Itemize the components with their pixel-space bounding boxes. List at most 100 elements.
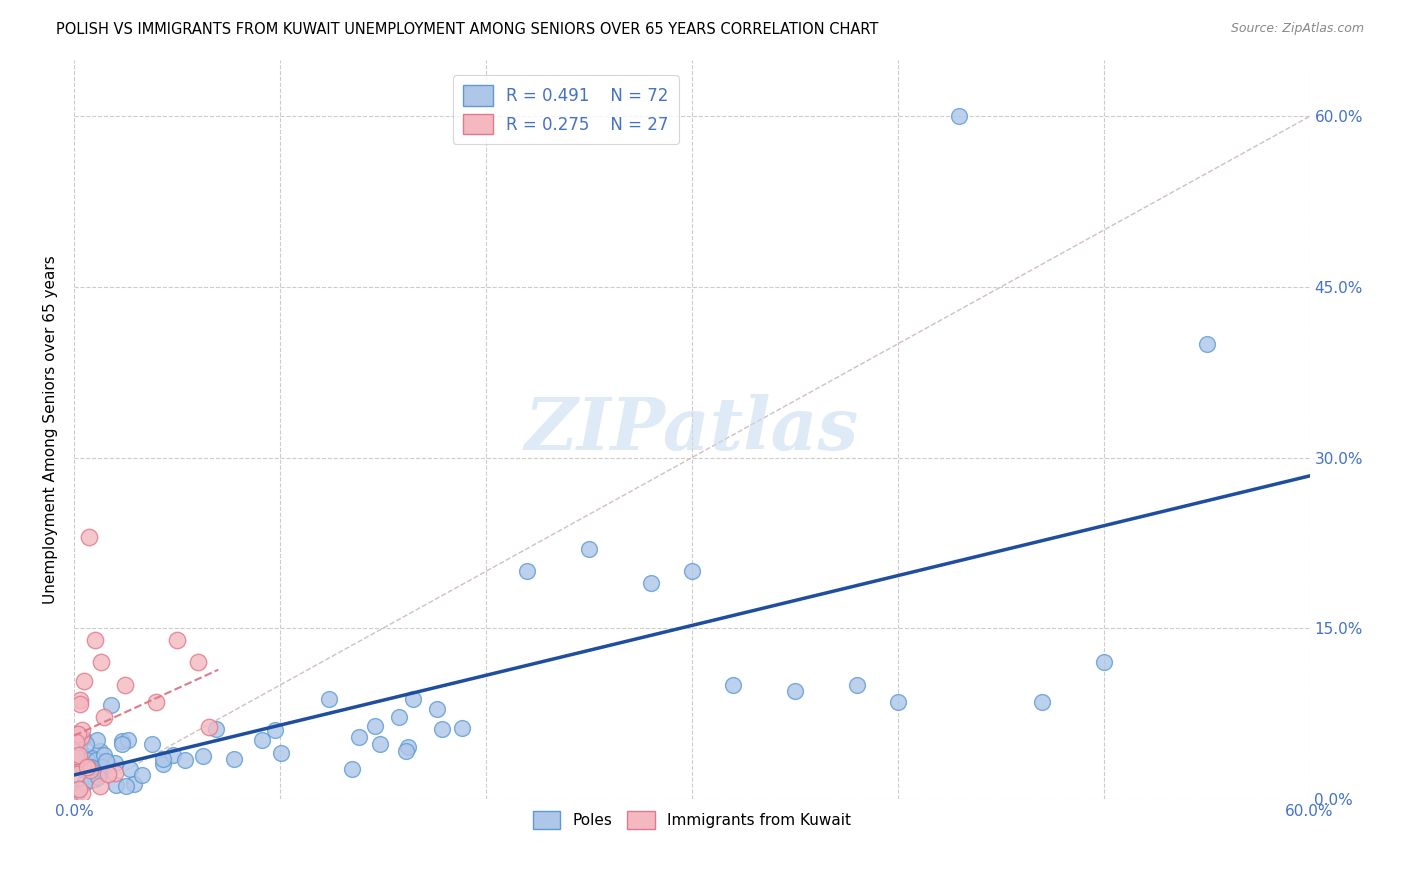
Point bbox=[886, 695, 908, 709]
Point bbox=[67, 781, 90, 796]
Point bbox=[72, 760, 94, 774]
Point bbox=[152, 751, 174, 765]
Point bbox=[69, 730, 91, 744]
Point bbox=[73, 674, 96, 689]
Point bbox=[65, 754, 87, 768]
Point bbox=[72, 762, 94, 776]
Point bbox=[368, 737, 391, 751]
Point bbox=[681, 565, 703, 579]
Point bbox=[640, 575, 662, 590]
Point bbox=[120, 762, 142, 776]
Point bbox=[67, 747, 90, 762]
Point bbox=[76, 753, 98, 767]
Point bbox=[90, 760, 112, 774]
Point bbox=[117, 732, 139, 747]
Point bbox=[89, 779, 111, 793]
Point bbox=[75, 737, 97, 751]
Text: Source: ZipAtlas.com: Source: ZipAtlas.com bbox=[1230, 22, 1364, 36]
Point bbox=[65, 735, 87, 749]
Point bbox=[395, 744, 418, 758]
Point bbox=[948, 110, 970, 124]
Point bbox=[84, 772, 107, 787]
Point bbox=[80, 751, 103, 765]
Point bbox=[70, 786, 93, 800]
Point bbox=[73, 776, 96, 790]
Point bbox=[67, 741, 90, 756]
Point bbox=[66, 786, 89, 800]
Point bbox=[516, 565, 538, 579]
Point bbox=[145, 695, 167, 709]
Point bbox=[347, 730, 370, 744]
Point bbox=[83, 632, 105, 647]
Point bbox=[204, 722, 226, 736]
Point bbox=[91, 760, 114, 774]
Point bbox=[578, 541, 600, 556]
Point bbox=[224, 752, 246, 766]
Point bbox=[187, 656, 209, 670]
Point bbox=[250, 732, 273, 747]
Point bbox=[1195, 337, 1218, 351]
Point bbox=[396, 739, 419, 754]
Point bbox=[69, 693, 91, 707]
Point bbox=[721, 678, 744, 692]
Point bbox=[66, 727, 89, 741]
Point bbox=[90, 656, 112, 670]
Point bbox=[77, 760, 100, 774]
Point bbox=[162, 748, 184, 763]
Point bbox=[80, 772, 103, 787]
Point bbox=[89, 765, 111, 780]
Point bbox=[93, 748, 115, 763]
Point bbox=[97, 756, 120, 771]
Point bbox=[97, 767, 120, 781]
Point bbox=[197, 720, 219, 734]
Point bbox=[65, 727, 87, 741]
Point bbox=[87, 770, 110, 784]
Point bbox=[1031, 695, 1053, 709]
Point bbox=[105, 778, 128, 792]
Point bbox=[76, 760, 98, 774]
Point bbox=[402, 691, 425, 706]
Point bbox=[79, 763, 101, 777]
Point bbox=[152, 757, 174, 772]
Point bbox=[69, 697, 91, 711]
Point bbox=[426, 702, 449, 716]
Point bbox=[65, 748, 87, 763]
Point bbox=[114, 678, 136, 692]
Point bbox=[430, 722, 453, 736]
Text: POLISH VS IMMIGRANTS FROM KUWAIT UNEMPLOYMENT AMONG SENIORS OVER 65 YEARS CORREL: POLISH VS IMMIGRANTS FROM KUWAIT UNEMPLO… bbox=[56, 22, 879, 37]
Point bbox=[270, 746, 292, 760]
Point bbox=[141, 737, 163, 751]
Point bbox=[94, 754, 117, 768]
Point bbox=[114, 780, 136, 794]
Point bbox=[86, 753, 108, 767]
Point bbox=[104, 756, 127, 770]
Point bbox=[65, 767, 87, 781]
Point bbox=[87, 768, 110, 782]
Point bbox=[364, 718, 387, 732]
Point bbox=[131, 768, 153, 782]
Point bbox=[124, 777, 146, 791]
Point bbox=[66, 760, 89, 774]
Point bbox=[111, 737, 134, 751]
Point bbox=[342, 762, 364, 776]
Point bbox=[93, 709, 115, 723]
Point bbox=[80, 760, 103, 774]
Point bbox=[89, 744, 111, 758]
Point bbox=[191, 749, 214, 764]
Point bbox=[166, 632, 188, 647]
Point bbox=[388, 709, 411, 723]
Point bbox=[104, 766, 127, 780]
Point bbox=[72, 731, 94, 745]
Text: ZIPatlas: ZIPatlas bbox=[524, 393, 859, 465]
Point bbox=[75, 749, 97, 764]
Point bbox=[70, 723, 93, 737]
Point bbox=[451, 721, 474, 735]
Point bbox=[100, 698, 122, 712]
Point bbox=[111, 734, 134, 748]
Point bbox=[318, 691, 340, 706]
Point bbox=[174, 753, 197, 767]
Point bbox=[77, 530, 100, 544]
Legend: Poles, Immigrants from Kuwait: Poles, Immigrants from Kuwait bbox=[526, 805, 858, 836]
Point bbox=[783, 683, 806, 698]
Point bbox=[264, 723, 287, 737]
